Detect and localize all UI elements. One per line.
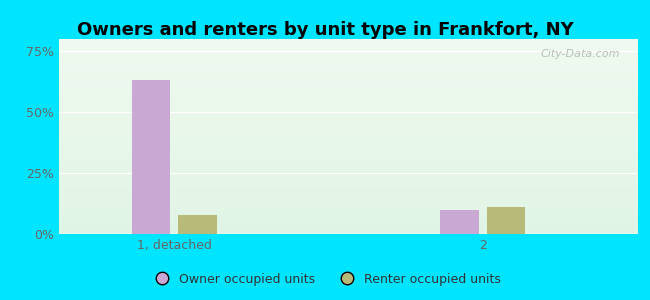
Bar [487, 207, 525, 234]
Legend: Owner occupied units, Renter occupied units: Owner occupied units, Renter occupied un… [144, 268, 506, 291]
Text: Owners and renters by unit type in Frankfort, NY: Owners and renters by unit type in Frank… [77, 21, 573, 39]
Bar [132, 80, 170, 234]
Bar [178, 214, 216, 234]
Text: City-Data.com: City-Data.com [540, 49, 619, 59]
Bar [440, 210, 479, 234]
